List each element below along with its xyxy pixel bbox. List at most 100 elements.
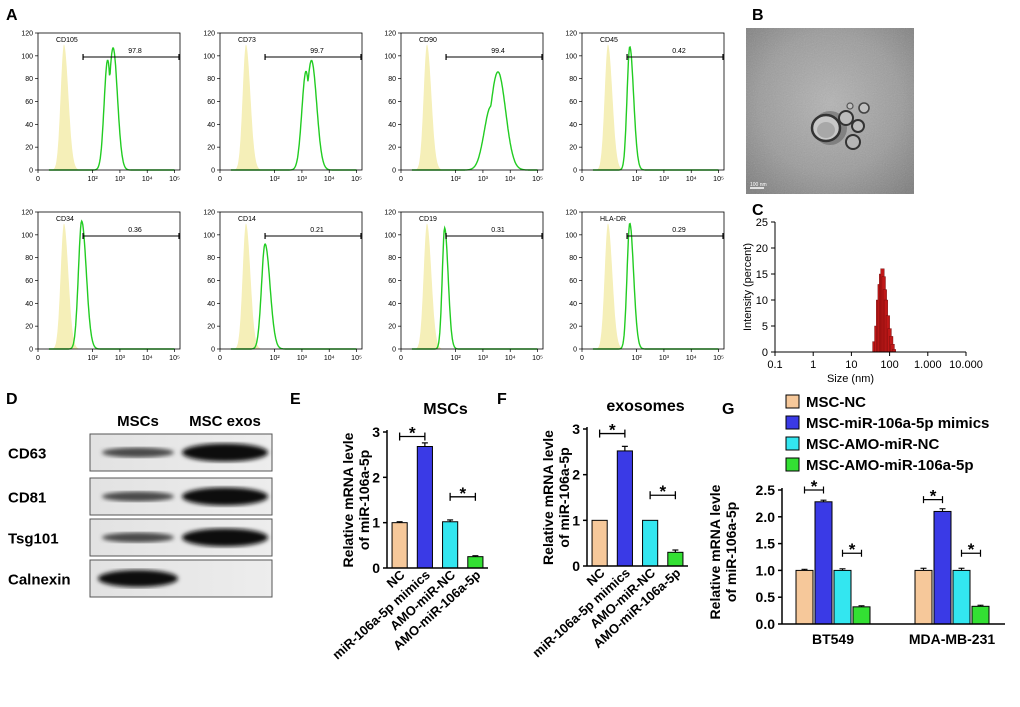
y-tick-label: 0.0 [756, 616, 776, 632]
y-tick-label: 20 [388, 324, 396, 331]
blot-row-label: CD63 [8, 446, 46, 463]
y-tick-label: 0 [762, 347, 768, 359]
y-tick-label: 120 [203, 31, 215, 38]
y-tick-label: 1.0 [756, 562, 776, 578]
y-axis-title: Intensity (percent) [742, 243, 754, 331]
band-mscs [102, 447, 174, 458]
x-tick-label: 10⁴ [505, 176, 516, 183]
legend-label: MSC-AMO-miR-NC [806, 436, 939, 453]
y-tick-label: 0 [29, 168, 33, 175]
x-tick-label: 10⁴ [686, 355, 697, 362]
x-tick-label: 0 [399, 355, 403, 362]
bar [914, 569, 933, 625]
band-mscs [102, 491, 174, 502]
marker-name: HLA-DR [600, 216, 626, 223]
legend-swatch [785, 415, 800, 430]
x-tick-label: 0 [36, 355, 40, 362]
y-tick-label: 1 [372, 515, 380, 531]
y-tick-label: 100 [384, 232, 396, 239]
x-tick-label: 10⁵ [532, 176, 543, 183]
significance-star: * [849, 540, 856, 559]
y-tick-label: 0 [392, 168, 396, 175]
y-tick-label: 2.0 [756, 509, 776, 525]
x-tick-label: 0 [218, 176, 222, 183]
marker-name: CD105 [56, 37, 78, 44]
blot-row-label: Calnexin [8, 572, 71, 589]
y-tick-label: 2.5 [756, 482, 776, 498]
marker-name: CD90 [419, 37, 437, 44]
y-tick-label: 20 [756, 243, 768, 255]
blot-row-calnexin: Calnexin [8, 559, 273, 598]
x-tick-label: 10² [451, 176, 462, 183]
y-tick-label: 100 [21, 232, 33, 239]
y-tick-label: 40 [569, 122, 577, 129]
x-tick-label: 0 [36, 176, 40, 183]
y-tick-label: 0 [573, 168, 577, 175]
gate-percent: 99.4 [491, 48, 505, 55]
y-tick-label: 80 [25, 76, 33, 83]
bar [833, 569, 852, 625]
y-tick-label: 60 [25, 99, 33, 106]
y-tick-label: 2 [372, 469, 380, 485]
x-tick-label: 0 [399, 176, 403, 183]
y-tick-label: 120 [565, 210, 577, 217]
chart-title: MSCs [423, 401, 468, 418]
x-tick-label: 10³ [659, 176, 670, 183]
bar [442, 521, 459, 569]
x-tick-label: 10² [270, 176, 281, 183]
y-tick-label: 20 [388, 145, 396, 152]
western-blot-panel: MSCs MSC exos CD63 CD81 Tsg101 Calnexin [8, 413, 273, 598]
bar [391, 522, 408, 569]
y-tick-label: 100 [384, 53, 396, 60]
y-tick-label: 100 [203, 53, 215, 60]
legend-label: MSC-NC [806, 394, 866, 411]
flow-subplot-hla-dr: 0 20 40 60 80 100 120 0 10² 10³ 10⁴ 10⁵ 0.29 HLA-DR [565, 210, 725, 362]
y-tick-label: 0 [372, 560, 380, 576]
y-tick-label: 80 [569, 255, 577, 262]
category-label: MDA-MB-231 [909, 631, 996, 647]
y-tick-label: 60 [569, 99, 577, 106]
blot-row-label: CD81 [8, 490, 46, 507]
panel-label-g: G [722, 401, 734, 418]
flow-subplot-cd19: 0 20 40 60 80 100 120 0 10² 10³ 10⁴ 10⁵ 0.31 CD19 [384, 210, 544, 362]
gate-percent: 97.8 [128, 48, 142, 55]
x-tick-label: 0.1 [767, 359, 782, 371]
y-tick-label: 20 [25, 324, 33, 331]
y-tick-label: 60 [569, 278, 577, 285]
isotype-control-area [594, 44, 625, 170]
y-tick-label: 40 [388, 301, 396, 308]
blot-row-label: Tsg101 [8, 531, 59, 548]
x-axis-title: Size (nm) [827, 373, 874, 385]
y-tick-label: 80 [388, 255, 396, 262]
y-tick-label: 80 [207, 255, 215, 262]
marker-name: CD73 [238, 37, 256, 44]
y-tick-label: 80 [388, 76, 396, 83]
panel-label-d: D [6, 391, 18, 408]
x-tick-label: 10.000 [949, 359, 983, 371]
x-tick-label: 10³ [478, 355, 489, 362]
x-tick-label: 10² [88, 176, 99, 183]
y-axis-title: Relative mRNA levle [707, 484, 723, 619]
y-tick-label: 0 [392, 347, 396, 354]
bar [467, 556, 484, 569]
blot-row-cd63: CD63 [8, 433, 273, 472]
lane-header-mscs: MSCs [117, 413, 159, 430]
marker-name: CD45 [600, 37, 618, 44]
x-tick-label: 10⁵ [351, 176, 362, 183]
bar [814, 501, 833, 625]
x-tick-label: 10⁴ [142, 176, 153, 183]
significance-star: * [659, 482, 666, 501]
bar [852, 606, 871, 625]
x-tick-label: 10³ [659, 355, 670, 362]
y-tick-label: 1.5 [756, 536, 776, 552]
band-msc-exos [182, 487, 268, 506]
x-tick-label: 10³ [115, 176, 126, 183]
y-tick-label: 100 [21, 53, 33, 60]
marker-name: CD19 [419, 216, 437, 223]
x-tick-label: 10² [632, 176, 643, 183]
x-tick-label: 10³ [478, 176, 489, 183]
y-tick-label: 60 [388, 278, 396, 285]
y-tick-label: 20 [569, 145, 577, 152]
legend-swatch [785, 436, 800, 451]
